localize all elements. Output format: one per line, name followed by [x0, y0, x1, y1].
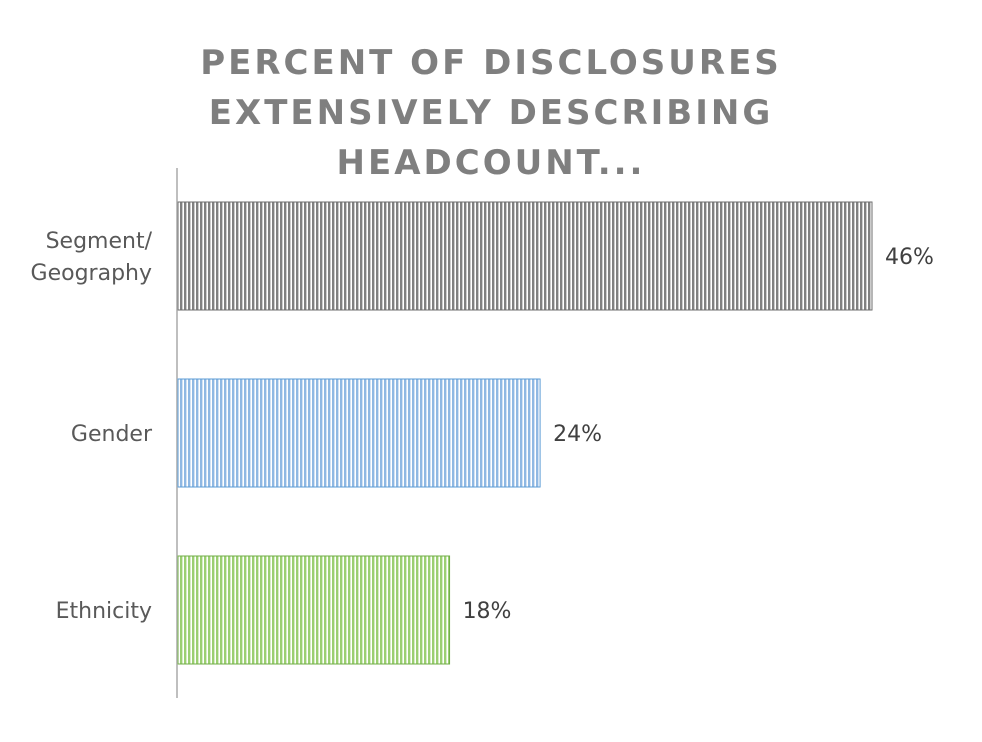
bar-0: [177, 201, 873, 311]
bar-2: [177, 555, 451, 665]
category-label-0-line-0: Segment/: [46, 229, 153, 254]
value-label-1: 24%: [553, 422, 602, 447]
bar-1: [177, 378, 541, 488]
category-label-1-line-0: Gender: [71, 422, 153, 447]
value-label-0: 46%: [885, 245, 934, 270]
value-label-2: 18%: [463, 599, 512, 624]
category-label-0: Segment/Geography: [31, 229, 153, 286]
chart-title-line-3: HEADCOUNT...: [336, 143, 646, 183]
category-label-2-line-0: Ethnicity: [56, 599, 152, 624]
category-label-0-line-1: Geography: [31, 261, 152, 286]
chart-title-line-2: EXTENSIVELY DESCRIBING: [208, 93, 774, 133]
category-label-1: Gender: [71, 422, 153, 447]
chart-title: PERCENT OF DISCLOSURES EXTENSIVELY DESCR…: [0, 38, 982, 188]
chart-title-line-1: PERCENT OF DISCLOSURES: [200, 43, 782, 83]
labels-layer: 46% Segment/Geography 24% Gender 18% Ethnicit…: [31, 229, 934, 624]
category-label-2: Ethnicity: [56, 599, 152, 624]
bars-layer: [177, 201, 873, 665]
